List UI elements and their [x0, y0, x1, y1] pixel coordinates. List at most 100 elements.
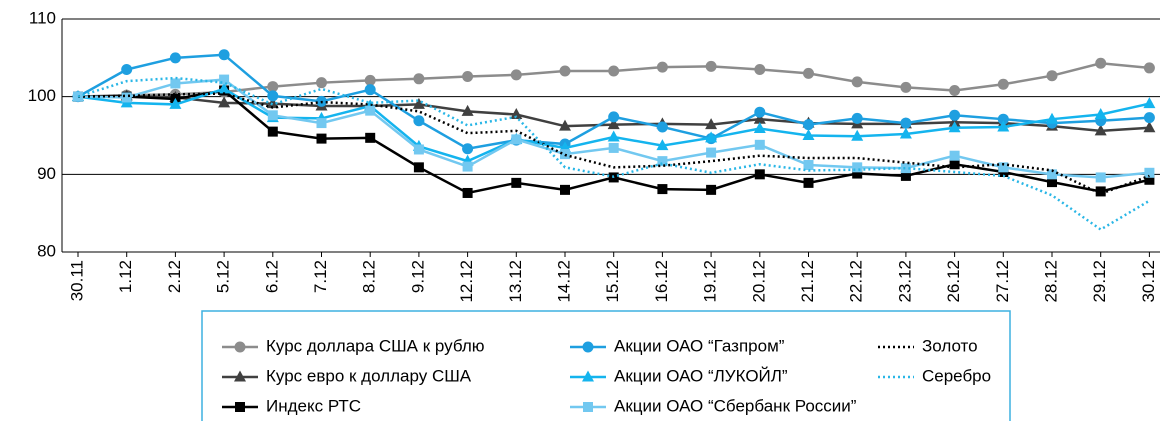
- data-point: [608, 111, 620, 123]
- data-point: [656, 61, 668, 73]
- data-point: [900, 117, 912, 129]
- x-tick-label: 1.12: [116, 260, 135, 293]
- data-point: [413, 73, 425, 85]
- data-point: [218, 82, 231, 94]
- data-point: [121, 92, 132, 103]
- data-point: [316, 133, 327, 144]
- data-point: [803, 67, 814, 79]
- data-point: [511, 134, 522, 145]
- data-point: [1047, 169, 1057, 180]
- data-point: [1143, 97, 1156, 109]
- data-point: [413, 162, 424, 173]
- data-point: [754, 63, 766, 75]
- legend-marker: [582, 341, 594, 353]
- series-line: [77, 92, 1150, 196]
- data-point: [899, 127, 912, 139]
- data-point: [657, 156, 668, 167]
- data-point: [851, 129, 864, 141]
- x-tick-label: 13.12: [506, 260, 525, 303]
- data-point: [267, 81, 279, 93]
- data-point: [266, 97, 279, 109]
- x-tick-label: 19.12: [701, 260, 720, 303]
- data-point: [949, 159, 960, 170]
- data-point: [462, 70, 474, 82]
- data-point: [949, 150, 960, 161]
- y-tick-label: 100: [28, 86, 56, 105]
- data-point: [608, 142, 619, 153]
- x-tick-label: 15.12: [603, 260, 622, 303]
- data-point: [462, 187, 473, 198]
- data-point: [852, 168, 863, 179]
- x-tick-label: 28.12: [1041, 260, 1060, 303]
- data-point: [218, 96, 231, 108]
- legend-label: Индекс РТС: [266, 396, 361, 415]
- data-point: [1143, 121, 1156, 133]
- legend-marker: [234, 370, 246, 382]
- data-point: [559, 65, 571, 77]
- data-point: [365, 105, 376, 116]
- data-point: [656, 121, 668, 133]
- data-point: [607, 130, 620, 142]
- data-point: [706, 147, 717, 158]
- x-tick-label: 5.12: [214, 260, 233, 293]
- y-tick-label: 90: [37, 164, 56, 183]
- data-point: [364, 74, 376, 86]
- data-point: [461, 104, 474, 116]
- data-point: [169, 52, 181, 64]
- legend-label: Акции ОАО “ЛУКОЙЛ”: [614, 366, 788, 385]
- data-point: [169, 97, 182, 109]
- legend-marker: [583, 402, 593, 412]
- data-point: [706, 184, 717, 195]
- y-tick-label: 110: [29, 8, 56, 27]
- data-point: [754, 106, 766, 118]
- x-tick-label: 16.12: [652, 260, 671, 303]
- data-point: [803, 160, 814, 171]
- data-point: [560, 184, 570, 195]
- data-point: [1143, 112, 1155, 124]
- x-tick-label: 23.12: [895, 260, 914, 303]
- data-point: [1094, 124, 1107, 136]
- x-tick-label: 8.12: [360, 260, 379, 293]
- legend-label: Курс евро к доллару США: [266, 366, 472, 385]
- data-point: [705, 118, 718, 130]
- data-point: [900, 163, 911, 174]
- x-tick-label: 21.12: [798, 260, 817, 303]
- data-point: [754, 169, 765, 180]
- data-point: [1143, 62, 1155, 74]
- x-tick-label: 14.12: [554, 260, 573, 303]
- data-point: [803, 119, 814, 131]
- data-point: [316, 118, 327, 129]
- legend-marker: [235, 402, 245, 412]
- data-point: [852, 162, 863, 173]
- x-tick-label: 20.12: [749, 260, 768, 303]
- data-point: [851, 112, 863, 124]
- data-point: [851, 76, 863, 88]
- data-point: [413, 115, 425, 127]
- legend-label: Акции ОАО “Сбербанк России”: [614, 396, 857, 415]
- x-tick-label: 26.12: [944, 260, 963, 303]
- data-point: [510, 69, 522, 81]
- data-point: [559, 119, 571, 131]
- x-tick-label: 7.12: [311, 260, 330, 293]
- data-point: [316, 77, 327, 89]
- legend-label: Серебро: [922, 366, 991, 385]
- legend-label: Акции ОАО “Газпром”: [614, 336, 785, 355]
- data-point: [753, 112, 766, 124]
- legend-marker: [234, 341, 246, 353]
- data-point: [413, 144, 424, 155]
- data-point: [1144, 174, 1155, 185]
- x-tick-label: 6.12: [262, 260, 281, 293]
- x-tick-label: 27.12: [993, 260, 1012, 303]
- x-tick-label: 30.12: [1139, 260, 1158, 303]
- data-point: [1095, 172, 1106, 183]
- data-point: [218, 49, 230, 61]
- data-point: [900, 81, 912, 93]
- data-point: [511, 177, 522, 188]
- data-point: [997, 78, 1009, 90]
- data-point: [705, 131, 718, 143]
- data-point: [900, 170, 911, 181]
- data-point: [705, 60, 717, 72]
- data-point: [412, 97, 425, 109]
- y-tick-label: 80: [37, 241, 56, 260]
- data-point: [462, 161, 473, 172]
